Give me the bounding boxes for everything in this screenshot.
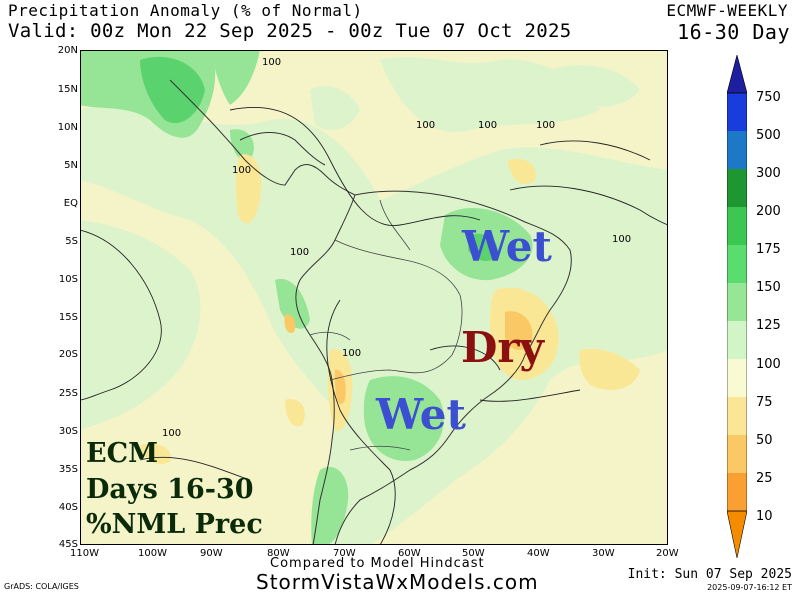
colorbar-swatch <box>727 473 747 511</box>
colorbar-swatch <box>727 321 747 359</box>
dry-annotation: Dry <box>461 323 544 372</box>
coastline <box>169 79 572 545</box>
colorbar-label: 75 <box>756 395 773 410</box>
lon-label: 80W <box>267 548 290 559</box>
grads-credit: GrADS: COLA/IGES <box>4 582 79 591</box>
contour-label: 100 <box>342 348 361 359</box>
lat-label: 30S <box>58 426 78 437</box>
lon-label: 70W <box>333 548 356 559</box>
colorbar-label: 500 <box>756 128 781 143</box>
model-name: ECMWF-WEEKLY <box>666 1 788 20</box>
lat-label: 15N <box>57 84 78 95</box>
contour-label: 100 <box>612 234 631 245</box>
colorbar-bottom-arrow <box>727 511 747 558</box>
colorbar-top-arrow <box>727 55 747 93</box>
colorbar-swatch <box>727 359 747 397</box>
colorbar-swatch <box>727 283 747 321</box>
colorbar-swatch <box>727 93 747 131</box>
wet-annotation-south: Wet <box>376 390 466 439</box>
very-dry-areas <box>284 311 533 405</box>
contour-100 <box>80 107 668 545</box>
contour-label: 100 <box>536 120 555 131</box>
lon-label: 110W <box>70 548 99 559</box>
lat-label: 10S <box>58 274 78 285</box>
lon-label: 40W <box>527 548 550 559</box>
colorbar-label: 200 <box>756 204 781 219</box>
lon-label: 20W <box>656 548 679 559</box>
nml-prec-label: %NML Prec <box>86 509 263 540</box>
lat-label: 20S <box>58 349 78 360</box>
contour-label: 100 <box>290 247 309 258</box>
lat-label: 25S <box>58 388 78 399</box>
colorbar-swatch <box>727 397 747 435</box>
colorbar-swatch <box>727 207 747 245</box>
colorbar-label: 300 <box>756 166 781 181</box>
lon-label: 50W <box>462 548 485 559</box>
hindcast-note: Compared to Model Hindcast <box>270 556 485 571</box>
precip-anomaly-map: 100 100 100 100 100 100 100 100 100 <box>80 50 668 545</box>
valid-period: Valid: 00z Mon 22 Sep 2025 - 00z Tue 07 … <box>8 20 572 42</box>
lat-label: 35S <box>58 464 78 475</box>
near-normal-wet-areas <box>80 57 668 545</box>
lat-label: 15S <box>58 312 78 323</box>
colorbar-swatch <box>727 169 747 207</box>
colorbar-label: 50 <box>756 433 773 448</box>
contour-label: 100 <box>262 57 281 68</box>
colorbar-label: 150 <box>756 280 781 295</box>
colorbar-label: 750 <box>756 90 781 105</box>
colorbar-label: 100 <box>756 357 781 372</box>
lat-label: 10N <box>57 122 78 133</box>
map-title: Precipitation Anomaly (% of Normal) <box>8 1 363 20</box>
wet-annotation-north: Wet <box>462 222 552 271</box>
colorbar-label: 125 <box>756 318 781 333</box>
lat-label: 20N <box>57 45 78 56</box>
lat-label: 5N <box>64 160 78 171</box>
ecm-label: ECM <box>86 438 158 469</box>
lon-label: 100W <box>138 548 167 559</box>
days-label: Days 16-30 <box>86 474 254 505</box>
lat-label: 5S <box>65 236 78 247</box>
generation-timestamp: 2025-09-07-16:12 ET <box>707 583 792 592</box>
lat-label: 40S <box>58 502 78 513</box>
map-canvas: 100 100 100 100 100 100 100 100 100 <box>80 50 668 545</box>
contour-label: 100 <box>232 165 251 176</box>
colorbar-label: 25 <box>756 471 773 486</box>
lon-label: 60W <box>398 548 421 559</box>
site-name: StormVistaWxModels.com <box>256 570 539 594</box>
lat-label: EQ <box>63 198 78 209</box>
colorbar-label: 10 <box>756 509 773 524</box>
forecast-days: 16-30 Day <box>677 20 790 44</box>
lon-label: 30W <box>592 548 615 559</box>
colorbar-label: 175 <box>756 242 781 257</box>
strong-wet-areas <box>140 56 499 262</box>
colorbar-swatch <box>727 435 747 473</box>
colorbar <box>727 55 747 559</box>
init-time: Init: Sun 07 Sep 2025 <box>627 567 792 582</box>
contour-label: 100 <box>416 120 435 131</box>
country-borders <box>309 199 463 451</box>
map-frame <box>80 50 668 545</box>
contour-label: 100 <box>162 428 181 439</box>
lon-label: 90W <box>200 548 223 559</box>
lat-label: 45S <box>58 539 78 550</box>
colorbar-swatch <box>727 245 747 283</box>
colorbar-swatch <box>727 131 747 169</box>
contour-label: 100 <box>478 120 497 131</box>
